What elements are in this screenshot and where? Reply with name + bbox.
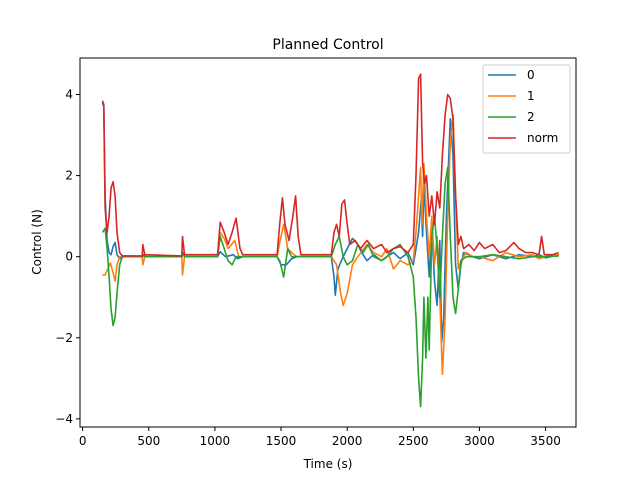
series-line-2 [101,166,559,408]
legend: 0 1 2 norm [482,64,571,154]
y-tick-label: −4 [55,412,73,426]
plot-frame [79,57,577,428]
x-axis-label: Time (s) [303,457,353,471]
legend-box [482,64,571,154]
series-line-norm [101,73,560,257]
x-tick-label: 2500 [398,434,429,448]
x-axis: 0 500 1000 1500 2000 2500 3000 3500 [79,427,561,448]
legend-entry: 2 [527,110,535,124]
series-line-0 [101,102,559,343]
x-tick-label: 3000 [464,434,495,448]
legend-entry: 1 [527,89,535,103]
y-tick-label: −2 [55,331,73,345]
legend-entry: norm [527,131,558,145]
x-tick-label: 500 [137,434,160,448]
x-tick-label: 0 [79,434,87,448]
x-tick-label: 2000 [332,434,363,448]
x-tick-label: 1500 [266,434,297,448]
y-tick-label: 0 [65,250,73,264]
x-tick-label: 3500 [530,434,561,448]
y-axis-label: Control (N) [30,209,44,275]
x-tick-label: 1000 [200,434,231,448]
legend-entry: 0 [527,68,535,82]
y-tick-label: 4 [65,87,73,101]
series-layer [101,73,560,408]
y-axis: −4 −2 0 2 4 [55,87,80,426]
chart-title: Planned Control [272,37,383,53]
y-tick-label: 2 [65,169,73,183]
